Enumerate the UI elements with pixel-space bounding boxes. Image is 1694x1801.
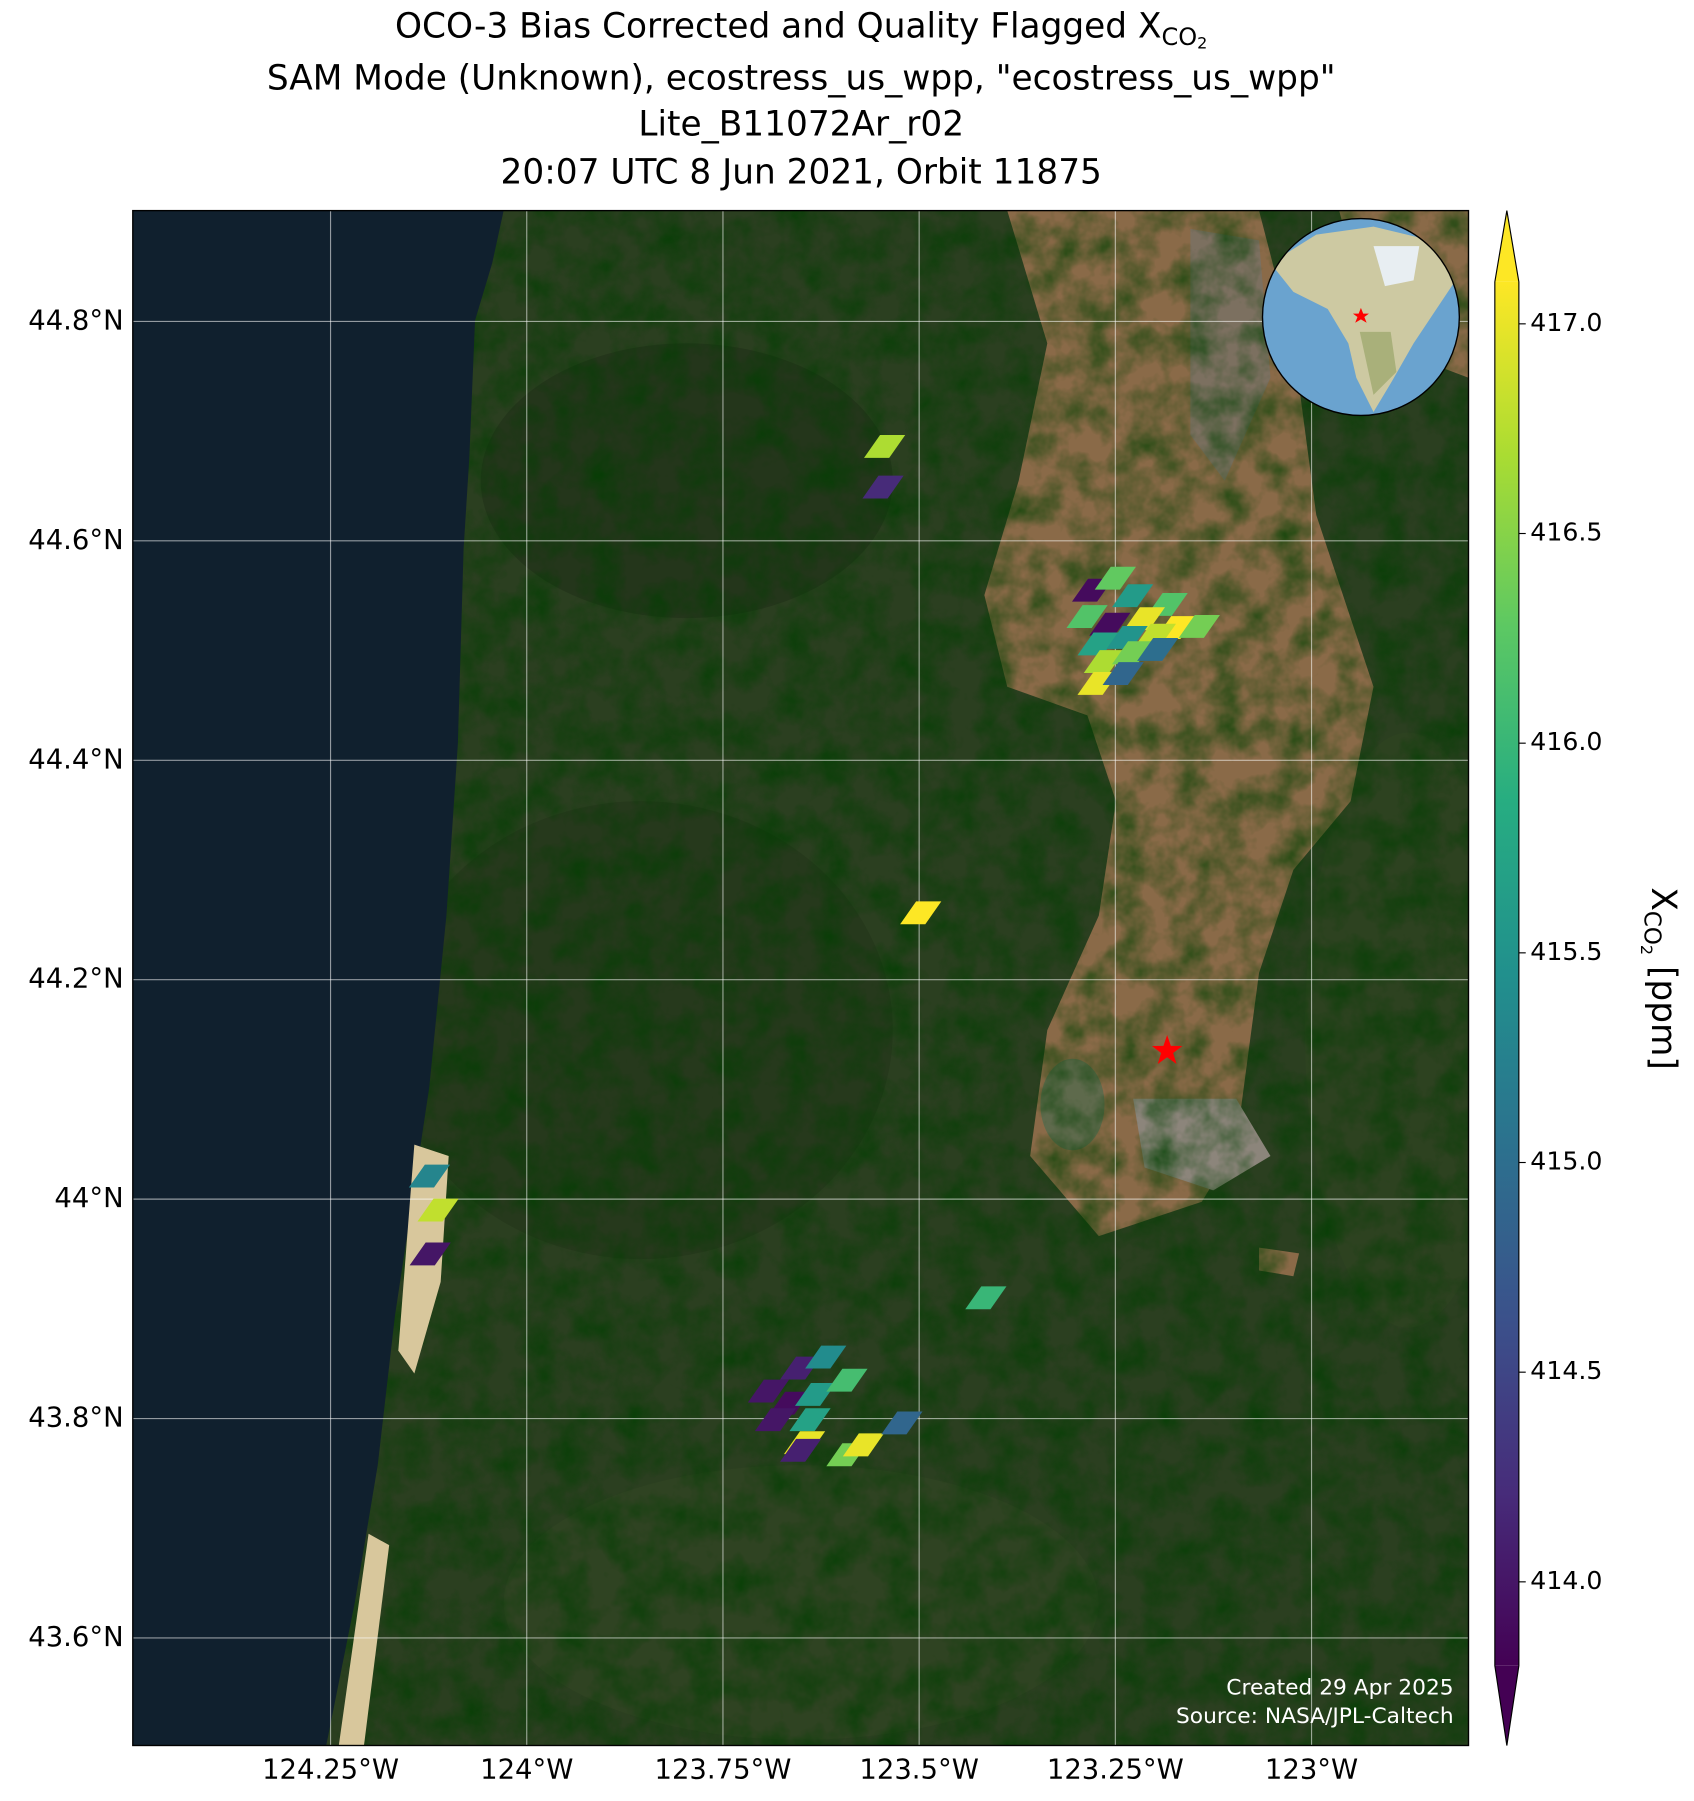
globe-outline bbox=[1261, 217, 1461, 417]
x-tick-label: 123.5°W bbox=[859, 1755, 978, 1786]
footprint bbox=[747, 1379, 790, 1403]
footprint bbox=[754, 1408, 797, 1432]
footprint bbox=[862, 475, 904, 499]
footprint bbox=[1112, 641, 1154, 665]
x-tick-label: 123.75°W bbox=[654, 1755, 791, 1786]
footprint bbox=[1083, 650, 1125, 673]
colorbar-label-text: X bbox=[1643, 887, 1683, 911]
map-frame bbox=[132, 209, 1470, 1747]
colorbar-tick-label: 414.5 bbox=[1530, 1356, 1602, 1385]
y-tick-label: 44.4°N bbox=[28, 744, 123, 775]
y-tick-label: 43.8°N bbox=[28, 1403, 123, 1434]
footprint bbox=[900, 901, 942, 925]
colorbar-extend bbox=[1494, 210, 1519, 282]
colorbar-tick-label: 416.5 bbox=[1530, 518, 1602, 547]
inset-globe bbox=[1261, 217, 1461, 417]
colorbar-tick-label: 415.0 bbox=[1530, 1147, 1602, 1176]
soundings bbox=[408, 435, 1220, 1467]
y-tick-label: 44.6°N bbox=[28, 525, 123, 556]
x-tick-label: 124°W bbox=[480, 1755, 573, 1786]
credit: Source: NASA/JPL-Caltech bbox=[1176, 1704, 1454, 1729]
footprint bbox=[417, 1198, 459, 1222]
footprint bbox=[794, 1382, 837, 1406]
footprint bbox=[881, 1411, 923, 1435]
footprint bbox=[408, 1164, 451, 1188]
footprint bbox=[409, 1242, 451, 1266]
colorbar-tick-label: 415.5 bbox=[1530, 937, 1602, 966]
footprint bbox=[1089, 612, 1131, 636]
footprint bbox=[789, 1408, 831, 1432]
x-tick-label: 124.25°W bbox=[262, 1755, 399, 1786]
footprint bbox=[1123, 607, 1165, 631]
footprint bbox=[842, 1433, 885, 1457]
subtitle: SAM Mode (Unknown), ecostress_us_wpp, "e… bbox=[267, 59, 1336, 99]
colorbar-outline bbox=[1494, 210, 1520, 1746]
footprint bbox=[1106, 625, 1148, 649]
x-tick-label: 123.25°W bbox=[1047, 1755, 1184, 1786]
y-tick-label: 44°N bbox=[54, 1183, 123, 1214]
x-tick-label: 123°W bbox=[1265, 1755, 1358, 1786]
footprint bbox=[1077, 632, 1119, 656]
dunes bbox=[338, 1533, 390, 1746]
colorbar-extend bbox=[1494, 1665, 1519, 1746]
footprint bbox=[864, 435, 906, 458]
colorbar-label-unit: [ppm] bbox=[1643, 955, 1683, 1070]
footprint bbox=[965, 1286, 1007, 1310]
target-star bbox=[1151, 1034, 1183, 1064]
subtitle: 20:07 UTC 8 Jun 2021, Orbit 11875 bbox=[501, 152, 1102, 192]
footprint bbox=[780, 1438, 822, 1462]
y-tick-label: 44.8°N bbox=[28, 305, 123, 336]
subtitle: Lite_B11072Ar_r02 bbox=[638, 104, 964, 144]
footprint bbox=[1134, 623, 1176, 647]
footprint bbox=[1102, 662, 1144, 686]
ocean bbox=[132, 210, 504, 1746]
colorbar-tick-label: 416.0 bbox=[1530, 727, 1602, 756]
grid bbox=[132, 210, 1469, 1746]
globe-land bbox=[1359, 331, 1397, 395]
colorbar-tick-label: 417.0 bbox=[1530, 308, 1602, 337]
title: OCO-3 Bias Corrected and Quality Flagged… bbox=[395, 6, 1207, 52]
y-tick-label: 43.6°N bbox=[28, 1622, 123, 1653]
colorbar: 414.0 414.5 415.0 415.5 416.0 416.5 417.0 bbox=[1494, 210, 1602, 1746]
title-subscript: CO bbox=[1162, 23, 1198, 51]
footprint bbox=[1178, 614, 1220, 638]
credit: Created 29 Apr 2025 bbox=[1226, 1675, 1453, 1700]
colorbar-label-index: 2 bbox=[1637, 945, 1656, 955]
basemap bbox=[132, 210, 1469, 1746]
title-text: OCO-3 Bias Corrected and Quality Flagged… bbox=[395, 6, 1161, 46]
footprint bbox=[1137, 638, 1179, 661]
footprint bbox=[1066, 605, 1108, 628]
colorbar-scale bbox=[1494, 281, 1519, 1666]
colorbar-label: XCO2 [ppm] bbox=[1637, 887, 1683, 1069]
footprint bbox=[805, 1345, 847, 1369]
colorbar-label-subscript: CO bbox=[1639, 911, 1665, 945]
globe-location bbox=[1352, 307, 1369, 323]
footprint bbox=[1094, 566, 1136, 590]
colorbar-tick-label: 414.0 bbox=[1530, 1566, 1602, 1595]
footprint bbox=[826, 1368, 868, 1392]
globe-ice bbox=[1373, 246, 1420, 287]
y-tick-label: 44.2°N bbox=[28, 964, 123, 995]
footprint bbox=[1112, 584, 1154, 608]
title-subscript-index: 2 bbox=[1197, 33, 1207, 52]
